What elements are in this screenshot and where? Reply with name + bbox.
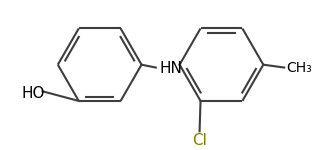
Text: HO: HO	[22, 86, 45, 101]
Text: HN: HN	[160, 61, 182, 76]
Text: Cl: Cl	[192, 133, 207, 148]
Text: CH₃: CH₃	[286, 61, 312, 75]
